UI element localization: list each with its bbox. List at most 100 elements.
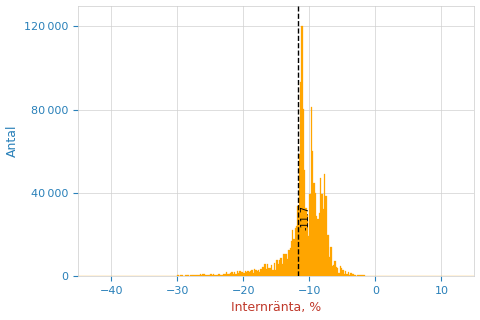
Bar	[259, 272, 261, 276]
Bar	[307, 215, 308, 276]
Bar	[325, 196, 326, 276]
Bar	[272, 270, 274, 276]
Bar	[342, 270, 344, 276]
Bar	[196, 275, 197, 276]
Bar	[316, 216, 317, 276]
Bar	[226, 272, 228, 276]
Bar	[252, 273, 254, 276]
Bar	[193, 275, 194, 276]
Bar	[311, 108, 312, 276]
Bar	[268, 268, 270, 276]
Bar	[283, 254, 284, 276]
Bar	[305, 208, 307, 276]
Bar	[288, 250, 289, 276]
Bar	[234, 272, 235, 276]
Bar	[341, 268, 342, 276]
Bar	[335, 260, 336, 276]
Bar	[213, 274, 214, 276]
Bar	[333, 265, 335, 276]
Bar	[243, 273, 245, 276]
Bar	[301, 26, 303, 276]
Bar	[205, 275, 206, 276]
Bar	[185, 275, 187, 276]
Bar	[309, 195, 311, 276]
Bar	[304, 170, 305, 276]
Bar	[320, 178, 321, 276]
Bar	[251, 270, 252, 276]
Bar	[298, 206, 299, 276]
Bar	[284, 254, 286, 276]
Bar	[303, 109, 304, 276]
Bar	[204, 274, 205, 276]
Bar	[353, 274, 354, 276]
Bar	[219, 275, 221, 276]
Bar	[180, 275, 181, 276]
Bar	[352, 274, 353, 276]
Bar	[314, 193, 316, 276]
Bar	[230, 273, 231, 276]
Bar	[247, 271, 249, 276]
Bar	[347, 274, 348, 276]
Bar	[277, 263, 279, 276]
Bar	[286, 254, 287, 276]
Bar	[279, 260, 280, 276]
Bar	[240, 272, 242, 276]
Bar	[319, 212, 320, 276]
Bar	[338, 273, 340, 276]
Bar	[231, 272, 233, 276]
Bar	[206, 275, 208, 276]
Bar	[275, 270, 276, 276]
Bar	[198, 275, 200, 276]
Bar	[292, 230, 293, 276]
Bar	[249, 272, 250, 276]
Bar	[210, 275, 212, 276]
Bar	[336, 268, 337, 276]
Bar	[245, 271, 246, 276]
Bar	[295, 228, 296, 276]
Bar	[345, 271, 347, 276]
Bar	[267, 264, 268, 276]
Bar	[229, 274, 230, 276]
Bar	[293, 239, 295, 276]
Bar	[177, 275, 179, 276]
Bar	[296, 226, 298, 276]
Bar	[328, 235, 329, 276]
Bar	[221, 275, 222, 276]
Bar	[329, 257, 330, 276]
Bar	[289, 248, 291, 276]
Bar	[192, 275, 193, 276]
Bar	[266, 269, 267, 276]
Bar	[197, 275, 198, 276]
X-axis label: Internränta, %: Internränta, %	[231, 301, 322, 315]
Bar	[224, 274, 225, 276]
Bar	[222, 275, 224, 276]
Bar	[237, 271, 238, 276]
Bar	[360, 275, 361, 276]
Bar	[218, 274, 219, 276]
Bar	[209, 275, 210, 276]
Bar	[326, 235, 328, 276]
Bar	[216, 275, 217, 276]
Bar	[233, 274, 234, 276]
Bar	[203, 274, 204, 276]
Bar	[300, 82, 301, 276]
Bar	[225, 274, 226, 276]
Bar	[354, 275, 356, 276]
Text: -11.7: -11.7	[300, 205, 310, 230]
Bar	[312, 151, 313, 276]
Bar	[246, 272, 247, 276]
Bar	[212, 275, 213, 276]
Bar	[256, 271, 258, 276]
Bar	[217, 275, 218, 276]
Bar	[313, 183, 314, 276]
Bar	[208, 275, 209, 276]
Bar	[276, 260, 277, 276]
Bar	[228, 274, 229, 276]
Bar	[235, 274, 237, 276]
Bar	[358, 275, 360, 276]
Bar	[287, 259, 288, 276]
Bar	[299, 154, 300, 276]
Bar	[317, 219, 319, 276]
Bar	[191, 275, 192, 276]
Bar	[258, 270, 259, 276]
